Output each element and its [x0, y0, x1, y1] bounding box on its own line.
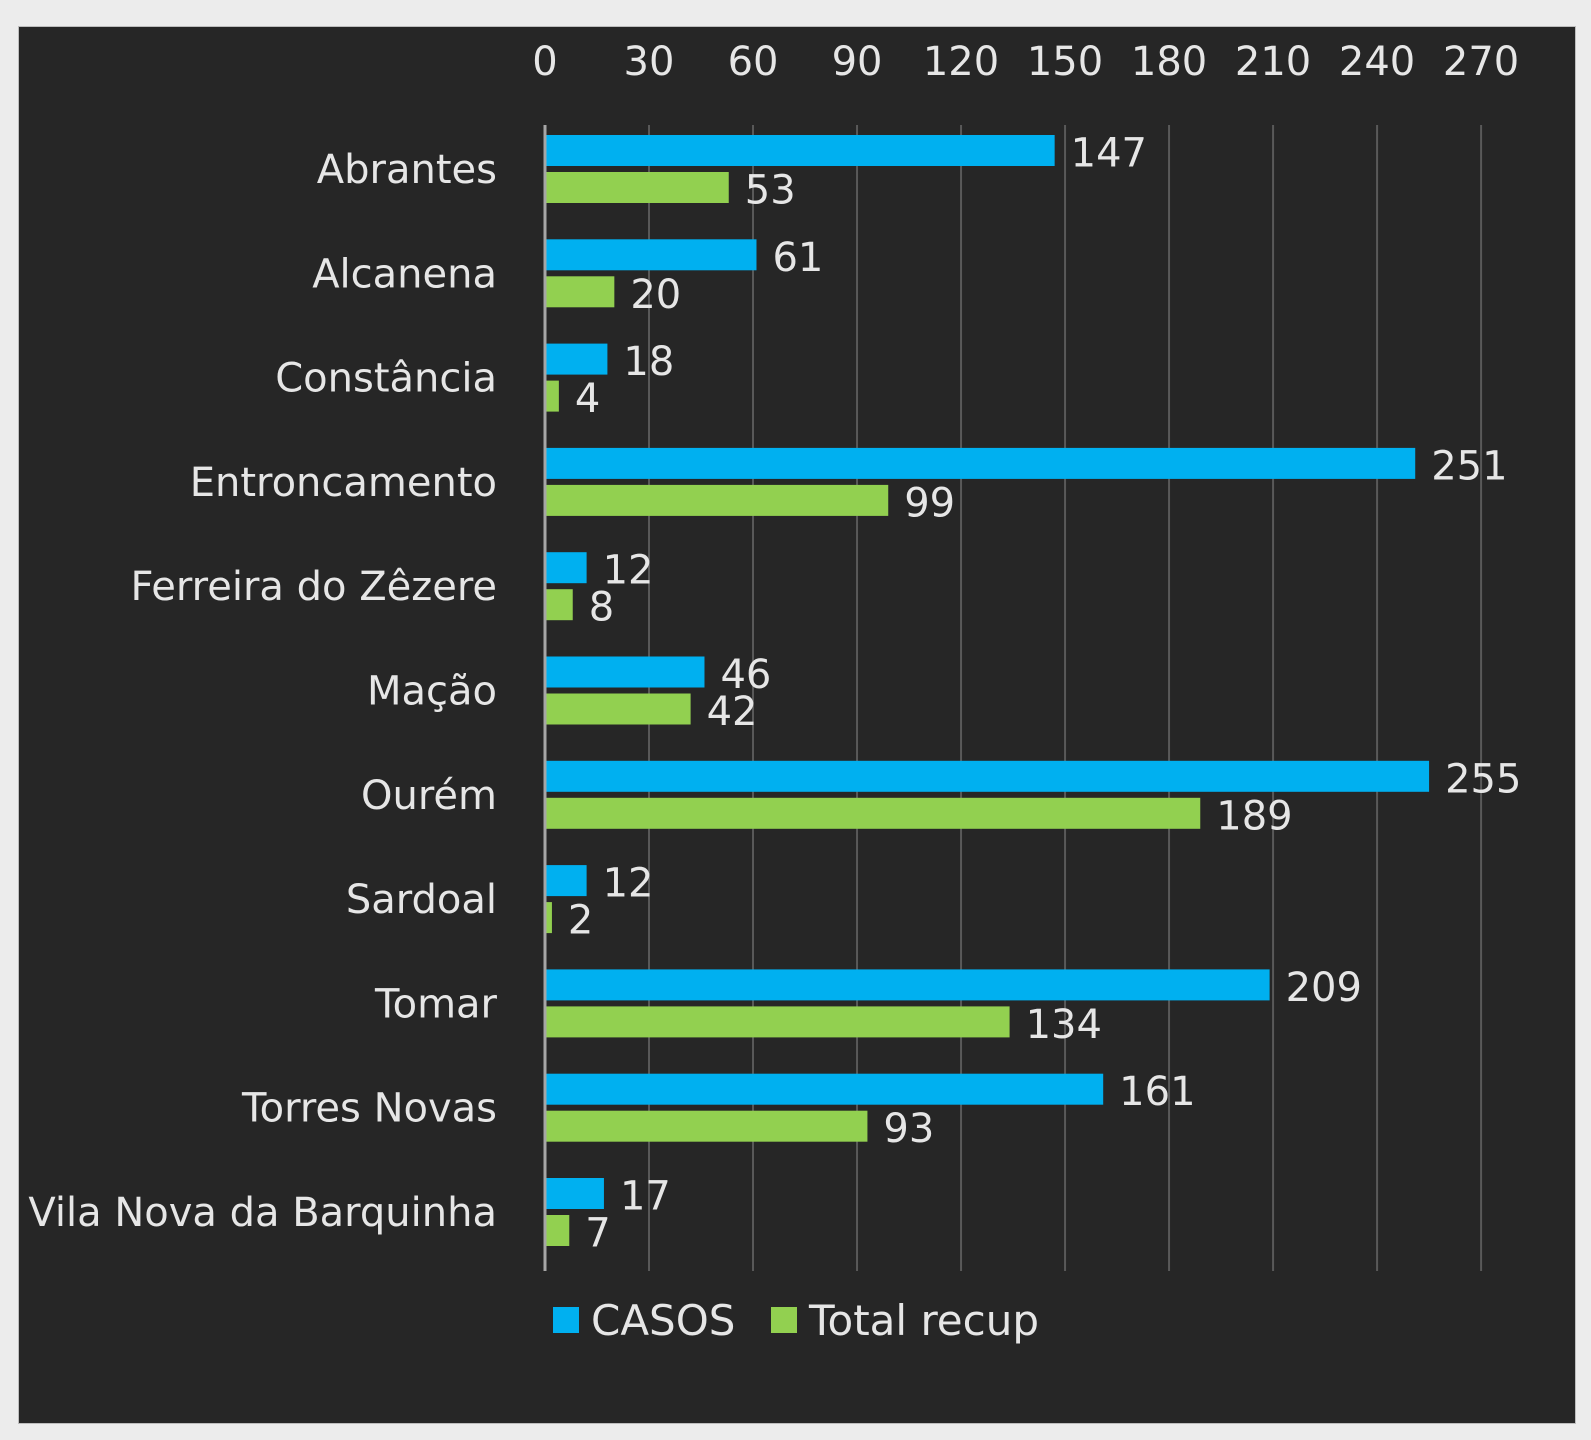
data-label: 147	[1071, 131, 1147, 177]
category-label: Abrantes	[317, 147, 497, 193]
data-label: 46	[720, 652, 771, 698]
bar-casos	[545, 552, 587, 584]
data-label: 4	[575, 376, 600, 422]
legend-label: Total recup	[808, 1296, 1039, 1345]
category-label: Vila Nova da Barquinha	[28, 1190, 497, 1236]
bar-total-recup	[545, 589, 573, 621]
bar-casos	[545, 1178, 604, 1209]
bar-casos	[545, 865, 587, 897]
category-label: Constância	[275, 356, 497, 402]
data-label: 42	[707, 689, 758, 735]
data-label: 255	[1445, 756, 1521, 802]
bar-total-recup	[545, 380, 559, 412]
bar-casos	[545, 1073, 1104, 1105]
x-tick-label: 120	[923, 39, 999, 85]
legend-swatch	[553, 1307, 579, 1333]
x-tick-label: 270	[1443, 39, 1519, 85]
category-label: Mação	[367, 669, 497, 715]
data-label: 2	[568, 898, 593, 944]
bar-total-recup	[545, 276, 615, 308]
data-label: 161	[1119, 1069, 1195, 1115]
bar-casos	[545, 135, 1055, 166]
x-tick-label: 0	[532, 39, 557, 85]
category-label: Tomar	[374, 981, 498, 1027]
chart-frame: 0 30 60 90 120 150 180 210 240 270 Abrantes Alcanen…	[18, 26, 1576, 1424]
bar-casos	[545, 760, 1430, 792]
data-label: 99	[904, 480, 955, 526]
data-label: 189	[1216, 793, 1292, 839]
bar-casos	[545, 239, 757, 271]
data-label: 12	[603, 861, 654, 907]
data-label: 20	[630, 272, 681, 318]
bar-total-recup	[545, 902, 552, 934]
bar-chart: 0 30 60 90 120 150 180 210 240 270 Abrantes Alcanen…	[28, 39, 1521, 1345]
data-label: 18	[623, 339, 674, 385]
bar-total-recup	[545, 1215, 570, 1246]
legend-label: CASOS	[591, 1296, 735, 1345]
x-tick-label: 180	[1131, 39, 1207, 85]
bar-total-recup	[545, 484, 889, 516]
x-tick-label: 210	[1235, 39, 1311, 85]
category-label: Sardoal	[346, 877, 497, 923]
data-label: 209	[1286, 965, 1362, 1011]
data-label: 7	[585, 1211, 610, 1257]
bar-total-recup	[545, 1006, 1010, 1038]
data-label: 12	[603, 548, 654, 594]
legend-swatch	[771, 1307, 797, 1333]
bar-casos	[545, 447, 1416, 479]
data-label: 8	[589, 585, 614, 631]
category-label: Ourém	[361, 773, 497, 819]
data-label: 251	[1431, 443, 1507, 489]
bar-total-recup	[545, 1110, 868, 1142]
data-label: 53	[745, 168, 796, 214]
bar-total-recup	[545, 172, 729, 203]
data-label: 17	[620, 1174, 671, 1220]
x-tick-label: 90	[832, 39, 883, 85]
data-label: 134	[1026, 1002, 1102, 1048]
bar-total-recup	[545, 693, 691, 725]
bar-casos	[545, 656, 705, 688]
category-label: Ferreira do Zêzere	[130, 564, 497, 610]
category-label: Torres Novas	[241, 1086, 497, 1132]
category-label: Alcanena	[312, 251, 497, 297]
x-tick-label: 30	[624, 39, 675, 85]
data-label: 93	[883, 1106, 934, 1152]
x-tick-label: 240	[1339, 39, 1415, 85]
category-label: Entroncamento	[190, 460, 497, 506]
data-label: 61	[772, 235, 823, 281]
x-tick-label: 60	[728, 39, 779, 85]
bar-total-recup	[545, 797, 1201, 829]
bar-casos	[545, 343, 608, 375]
x-tick-label: 150	[1027, 39, 1103, 85]
bar-casos	[545, 969, 1270, 1001]
